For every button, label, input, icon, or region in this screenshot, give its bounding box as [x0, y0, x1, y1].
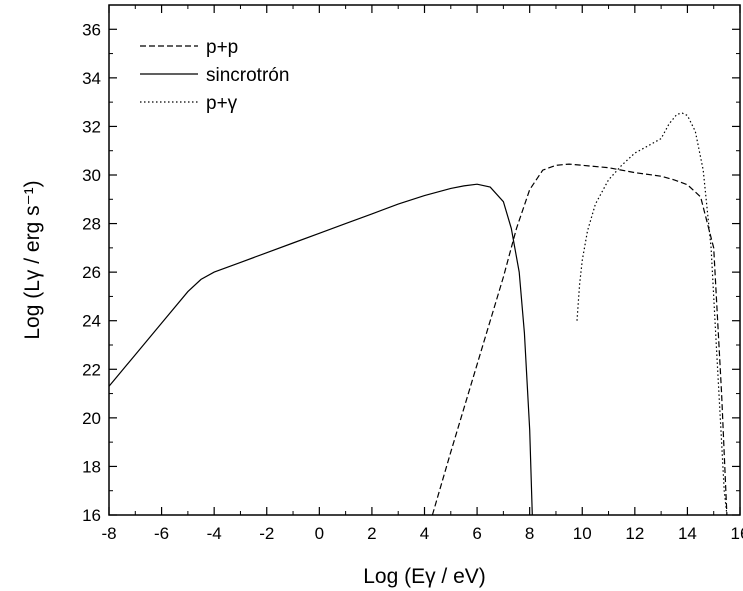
- x-tick-label: 6: [472, 524, 481, 543]
- x-tick-label: 14: [678, 524, 697, 543]
- series-line-0: [431, 163, 728, 515]
- series-line-2: [576, 112, 728, 515]
- x-tick-label: 0: [315, 524, 324, 543]
- y-axis-title: Log (Lγ / erg s⁻¹): [21, 180, 44, 339]
- legend-label: sincrotrón: [206, 65, 289, 86]
- x-axis-title: Log (Eγ / eV): [363, 565, 486, 588]
- legend-label: p+p: [206, 37, 238, 58]
- y-tick-label: 16: [82, 506, 101, 525]
- y-tick-label: 18: [82, 457, 101, 476]
- x-tick-label: 8: [525, 524, 534, 543]
- y-tick-label: 20: [82, 409, 101, 428]
- plot-area: [108, 4, 741, 516]
- y-axis-ticks: 16 18 20 22 24 26 28 30 32 34 36: [82, 20, 740, 525]
- x-axis-ticks: -8 -6 -4 -2 0 2 4 6 8 10 12 14 16: [101, 5, 743, 543]
- y-tick-label: 36: [82, 20, 101, 39]
- y-tick-label: 28: [82, 215, 101, 234]
- x-tick-label: -2: [259, 524, 274, 543]
- x-tick-label: -8: [101, 524, 116, 543]
- y-tick-label: 22: [82, 360, 101, 379]
- x-tick-label: -4: [207, 524, 222, 543]
- series-lines: [109, 112, 728, 515]
- legend: p+p sincrotrón p+γ: [140, 37, 289, 114]
- x-tick-label: 2: [367, 524, 376, 543]
- x-tick-label: 16: [731, 524, 743, 543]
- plot-frame: [108, 4, 741, 516]
- x-tick-label: 12: [625, 524, 644, 543]
- y-tick-label: 26: [82, 263, 101, 282]
- legend-label: p+γ: [206, 93, 238, 114]
- x-tick-label: 10: [573, 524, 592, 543]
- y-tick-label: 24: [82, 312, 101, 331]
- y-tick-label: 34: [82, 69, 101, 88]
- y-tick-label: 30: [82, 166, 101, 185]
- y-tick-label: 32: [82, 117, 101, 136]
- series-line-1: [109, 183, 533, 515]
- x-tick-label: 4: [420, 524, 429, 543]
- x-tick-label: -6: [154, 524, 169, 543]
